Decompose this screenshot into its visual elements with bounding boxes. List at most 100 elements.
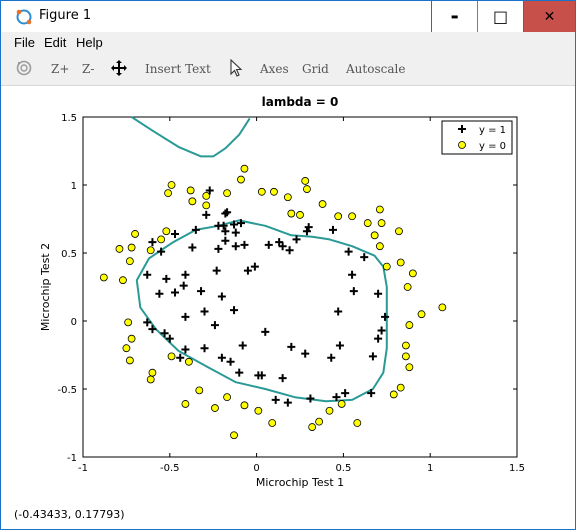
y-tick-label: 0 xyxy=(71,317,77,328)
insert-text-button[interactable]: Insert Text xyxy=(145,62,211,76)
boundary-upper-contour xyxy=(131,116,251,158)
close-icon: ✕ xyxy=(543,8,556,25)
autoscale-button[interactable]: Autoscale xyxy=(346,62,406,76)
data-point-y0 xyxy=(223,189,231,198)
data-point-y0 xyxy=(164,189,172,198)
x-tick-label: 0.5 xyxy=(335,463,351,474)
close-button[interactable]: ✕ xyxy=(523,1,575,32)
data-point-y0 xyxy=(181,400,190,408)
data-point-y1 xyxy=(181,345,190,354)
octave-logo-icon xyxy=(16,9,32,25)
data-point-y1 xyxy=(341,389,350,398)
data-point-y1 xyxy=(200,307,209,316)
data-point-y0 xyxy=(405,321,414,329)
data-point-y0 xyxy=(375,242,384,251)
data-point-y1 xyxy=(160,329,169,338)
data-point-y1 xyxy=(217,292,226,301)
data-point-y0 xyxy=(296,211,304,219)
menu-help[interactable]: Help xyxy=(76,35,103,50)
maximize-button[interactable]: □ xyxy=(477,1,523,32)
data-point-y1 xyxy=(374,334,383,343)
data-point-y0 xyxy=(99,273,108,282)
zoom-in-button[interactable]: Z+ xyxy=(51,62,70,76)
data-point-y0 xyxy=(396,258,405,267)
data-point-y1 xyxy=(292,235,301,244)
figure-canvas[interactable]: lambda = 0 Microchip Test 1 Microchip Te… xyxy=(1,86,575,501)
data-point-y1 xyxy=(257,371,266,380)
y-tick-label: -1 xyxy=(67,453,77,464)
data-point-y0 xyxy=(315,417,323,426)
legend-circle-marker xyxy=(458,141,466,149)
data-point-y1 xyxy=(275,238,284,247)
data-point-y0 xyxy=(348,212,356,221)
series-y0 xyxy=(99,164,447,440)
rotate-icon[interactable] xyxy=(15,59,33,77)
menu-edit[interactable]: Edit xyxy=(44,35,67,50)
menu-file[interactable]: File xyxy=(14,35,35,50)
data-point-y0 xyxy=(237,175,245,184)
data-point-y1 xyxy=(157,247,166,256)
data-point-y1 xyxy=(327,353,336,362)
data-point-y0 xyxy=(403,283,412,291)
grid-button[interactable]: Grid xyxy=(302,62,329,76)
title-bar[interactable]: Figure 1 ▬ □ ✕ xyxy=(1,1,575,32)
data-point-y0 xyxy=(401,341,410,350)
select-pointer-icon[interactable] xyxy=(229,59,243,77)
data-point-y1 xyxy=(278,374,287,383)
data-point-y0 xyxy=(124,318,133,327)
data-point-y0 xyxy=(395,227,403,236)
data-point-y0 xyxy=(270,187,278,196)
data-point-y1 xyxy=(143,270,152,279)
decision-boundary xyxy=(131,116,388,403)
data-point-y0 xyxy=(377,219,386,227)
data-point-y1 xyxy=(181,270,190,279)
data-point-y1 xyxy=(287,342,296,351)
data-point-y1 xyxy=(334,307,343,316)
axes-button[interactable]: Axes xyxy=(260,62,289,76)
data-point-y1 xyxy=(238,341,247,350)
plot-svg: lambda = 0 Microchip Test 1 Microchip Te… xyxy=(39,95,525,489)
data-point-y0 xyxy=(257,187,266,196)
data-point-y0 xyxy=(167,181,176,189)
data-point-y0 xyxy=(287,209,296,218)
data-point-y0 xyxy=(303,185,311,193)
data-point-y0 xyxy=(396,383,405,392)
data-point-y0 xyxy=(195,386,204,395)
data-point-y0 xyxy=(186,186,195,195)
data-point-y1 xyxy=(155,289,164,298)
data-point-y1 xyxy=(374,289,383,298)
zoom-out-button[interactable]: Z- xyxy=(82,62,95,76)
data-point-y0 xyxy=(188,197,197,206)
data-point-y0 xyxy=(167,352,176,361)
minimize-button[interactable]: ▬ xyxy=(431,1,477,32)
minimize-icon: ▬ xyxy=(450,12,459,21)
legend-plus-marker xyxy=(458,125,466,133)
data-point-y0 xyxy=(122,344,131,353)
axes-box xyxy=(82,116,518,458)
boundary-closed-contour xyxy=(135,219,388,403)
toolbar: Z+ Z- Insert Text Axes Grid Autoscale xyxy=(1,52,575,86)
data-point-y1 xyxy=(231,228,240,237)
data-point-y0 xyxy=(115,245,124,253)
data-point-y0 xyxy=(254,406,263,415)
data-point-y0 xyxy=(375,205,384,214)
menu-bar: File Edit Help xyxy=(1,32,575,52)
data-point-y1 xyxy=(205,186,214,195)
pan-icon[interactable] xyxy=(110,59,128,77)
legend-box xyxy=(441,120,513,155)
data-point-y1 xyxy=(221,209,230,218)
data-point-y0 xyxy=(202,201,211,210)
data-point-y0 xyxy=(325,406,334,415)
data-point-y0 xyxy=(382,262,391,271)
data-point-y0 xyxy=(146,246,155,255)
data-point-y1 xyxy=(148,238,157,247)
legend[interactable]: y = 1 y = 0 xyxy=(441,120,513,155)
data-point-y1 xyxy=(304,223,313,232)
data-point-y1 xyxy=(217,353,226,362)
data-point-y1 xyxy=(236,219,245,228)
data-point-y0 xyxy=(337,400,346,408)
data-point-y0 xyxy=(211,404,219,412)
data-point-y1 xyxy=(212,266,221,275)
data-point-y1 xyxy=(360,253,369,262)
data-point-y0 xyxy=(301,177,310,185)
